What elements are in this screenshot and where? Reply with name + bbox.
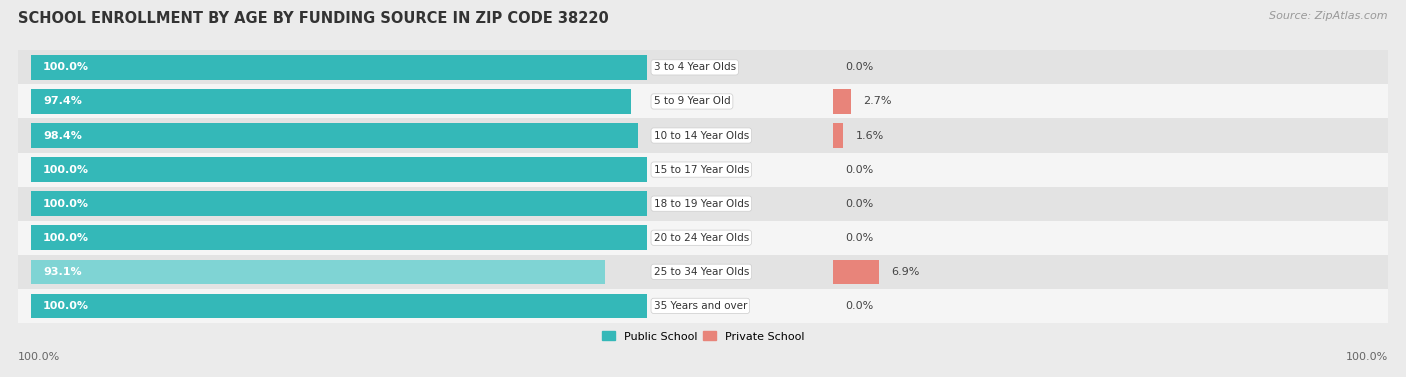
- Bar: [18, 84, 1388, 118]
- Text: 3 to 4 Year Olds: 3 to 4 Year Olds: [654, 62, 735, 72]
- Text: 2.7%: 2.7%: [863, 97, 891, 106]
- Text: 5 to 9 Year Old: 5 to 9 Year Old: [654, 97, 730, 106]
- Text: 15 to 17 Year Olds: 15 to 17 Year Olds: [654, 165, 749, 175]
- Text: 35 Years and over: 35 Years and over: [654, 301, 747, 311]
- Bar: [31, 123, 637, 148]
- Text: 10 to 14 Year Olds: 10 to 14 Year Olds: [654, 130, 749, 141]
- Bar: [832, 123, 844, 148]
- Text: Source: ZipAtlas.com: Source: ZipAtlas.com: [1270, 11, 1388, 21]
- Text: 100.0%: 100.0%: [44, 62, 89, 72]
- Text: 0.0%: 0.0%: [845, 62, 873, 72]
- Bar: [18, 221, 1388, 255]
- Bar: [31, 294, 648, 318]
- Text: 97.4%: 97.4%: [44, 97, 82, 106]
- Text: 98.4%: 98.4%: [44, 130, 82, 141]
- Bar: [18, 153, 1388, 187]
- Bar: [832, 89, 851, 114]
- Text: 0.0%: 0.0%: [845, 233, 873, 243]
- Text: 100.0%: 100.0%: [44, 165, 89, 175]
- Text: 93.1%: 93.1%: [44, 267, 82, 277]
- Text: 20 to 24 Year Olds: 20 to 24 Year Olds: [654, 233, 749, 243]
- Text: 0.0%: 0.0%: [845, 165, 873, 175]
- Text: 100.0%: 100.0%: [44, 199, 89, 208]
- Text: SCHOOL ENROLLMENT BY AGE BY FUNDING SOURCE IN ZIP CODE 38220: SCHOOL ENROLLMENT BY AGE BY FUNDING SOUR…: [18, 11, 609, 26]
- Text: 1.6%: 1.6%: [856, 130, 884, 141]
- Bar: [31, 89, 631, 114]
- Bar: [18, 187, 1388, 221]
- Bar: [832, 259, 879, 284]
- Bar: [31, 192, 648, 216]
- Text: 100.0%: 100.0%: [1346, 352, 1388, 362]
- Text: 100.0%: 100.0%: [18, 352, 60, 362]
- Bar: [18, 118, 1388, 153]
- Text: 100.0%: 100.0%: [44, 301, 89, 311]
- Bar: [31, 55, 648, 80]
- Legend: Public School, Private School: Public School, Private School: [598, 328, 808, 345]
- Text: 18 to 19 Year Olds: 18 to 19 Year Olds: [654, 199, 749, 208]
- Bar: [18, 51, 1388, 84]
- Bar: [31, 225, 648, 250]
- Bar: [31, 157, 648, 182]
- Text: 0.0%: 0.0%: [845, 199, 873, 208]
- Text: 0.0%: 0.0%: [845, 301, 873, 311]
- Text: 100.0%: 100.0%: [44, 233, 89, 243]
- Text: 6.9%: 6.9%: [891, 267, 920, 277]
- Bar: [18, 289, 1388, 323]
- Bar: [18, 255, 1388, 289]
- Bar: [31, 259, 605, 284]
- Text: 25 to 34 Year Olds: 25 to 34 Year Olds: [654, 267, 749, 277]
